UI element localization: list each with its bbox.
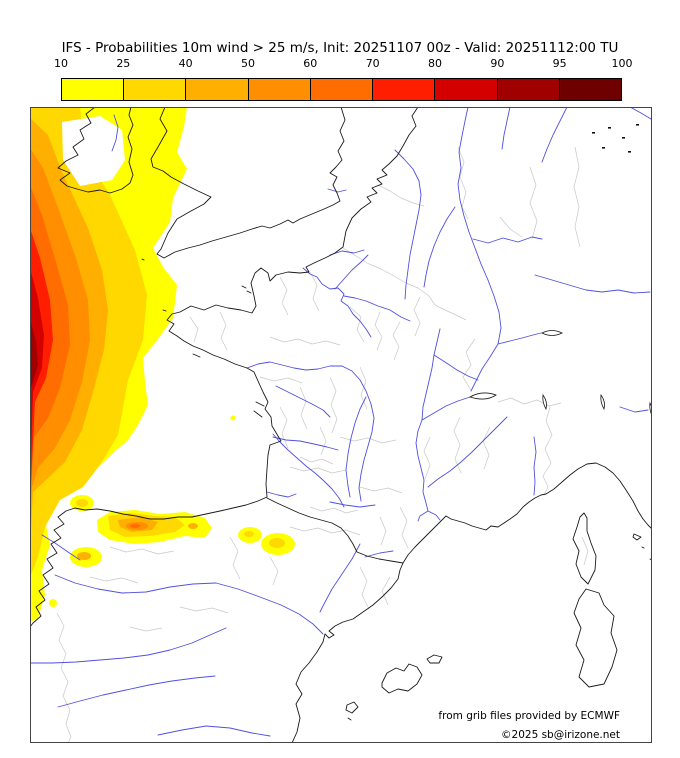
map-canvas xyxy=(30,107,652,743)
map-area: from grib files provided by ECMWF ©2025 … xyxy=(30,107,652,743)
coastlines xyxy=(30,107,652,743)
coast-mallorca xyxy=(381,663,423,694)
colorbar-tick: 80 xyxy=(428,57,443,70)
coast-mediterranean xyxy=(291,462,652,743)
attribution-source: from grib files provided by ECMWF xyxy=(438,710,620,722)
coast-corsica xyxy=(572,512,597,585)
island-ouessant xyxy=(162,309,167,312)
lake-como xyxy=(600,393,605,411)
colorbar-tick-labels: 10 25 40 50 60 70 80 90 95 100 xyxy=(54,57,633,71)
border-france-spain xyxy=(266,497,404,564)
lake-constance xyxy=(541,330,563,336)
lake-maggiore xyxy=(542,393,547,411)
colorbar-tick: 90 xyxy=(490,57,505,70)
coast-ibiza xyxy=(345,701,359,721)
island-belle-ile xyxy=(192,353,201,358)
prob-dot-biscay xyxy=(230,415,236,421)
prob-cell-galicia-core xyxy=(76,499,88,507)
colorbar-tick: 50 xyxy=(240,57,255,70)
coast-continental-west xyxy=(30,107,419,628)
map-frame xyxy=(30,107,652,743)
probability-field xyxy=(30,107,295,622)
page-title: IFS - Probabilities 10m wind > 25 m/s, I… xyxy=(61,40,619,56)
colorbar-tick: 40 xyxy=(178,57,193,70)
prob-cell-cantabria-core xyxy=(130,524,140,528)
prob-cell-basque xyxy=(188,523,198,529)
colorbar-segment xyxy=(186,79,249,100)
island-channel xyxy=(241,285,252,294)
island-tuscan-dots xyxy=(641,546,652,561)
colorbar-tick: 95 xyxy=(552,57,567,70)
prob-cell-pyrenees-west-core xyxy=(244,531,254,537)
colorbar-segment xyxy=(373,79,436,100)
low-prob-pocket-ireland xyxy=(62,116,125,186)
coast-ireland xyxy=(57,107,134,194)
colorbar-segment xyxy=(124,79,187,100)
island-oleron xyxy=(253,410,263,418)
island-elba xyxy=(632,533,642,541)
colorbar-segment xyxy=(310,79,374,100)
colorbar-segment xyxy=(497,79,560,100)
colorbar-tick: 70 xyxy=(365,57,380,70)
island-re xyxy=(255,401,265,407)
island-scilly xyxy=(141,258,145,261)
prob-dot-spain xyxy=(49,599,57,607)
attribution-copyright: ©2025 sb@irizone.net xyxy=(501,729,620,741)
lakes xyxy=(469,330,652,417)
colorbar-segment xyxy=(248,79,311,100)
colorbar-segment xyxy=(435,79,498,100)
colorbar-segment xyxy=(559,79,621,100)
prob-contour-level-7 xyxy=(30,318,38,390)
prob-cell-pyrenees-east-core xyxy=(269,538,285,548)
coast-menorca xyxy=(426,654,443,664)
coast-sardinia xyxy=(573,588,618,688)
admin-boundaries xyxy=(56,146,589,743)
rivers xyxy=(30,107,652,737)
city-marks xyxy=(592,124,639,153)
coast-great-britain xyxy=(150,107,346,259)
colorbar-tick: 60 xyxy=(303,57,318,70)
lake-geneva xyxy=(469,392,497,400)
colorbar-tick: 25 xyxy=(116,57,131,70)
prob-cell-leon-core xyxy=(77,552,91,560)
probability-colorbar xyxy=(61,78,622,101)
prob-contour-level-6 xyxy=(30,268,44,495)
colorbar-tick: 10 xyxy=(54,57,68,70)
colorbar-tick: 100 xyxy=(611,57,633,70)
colorbar-segment xyxy=(62,79,125,100)
